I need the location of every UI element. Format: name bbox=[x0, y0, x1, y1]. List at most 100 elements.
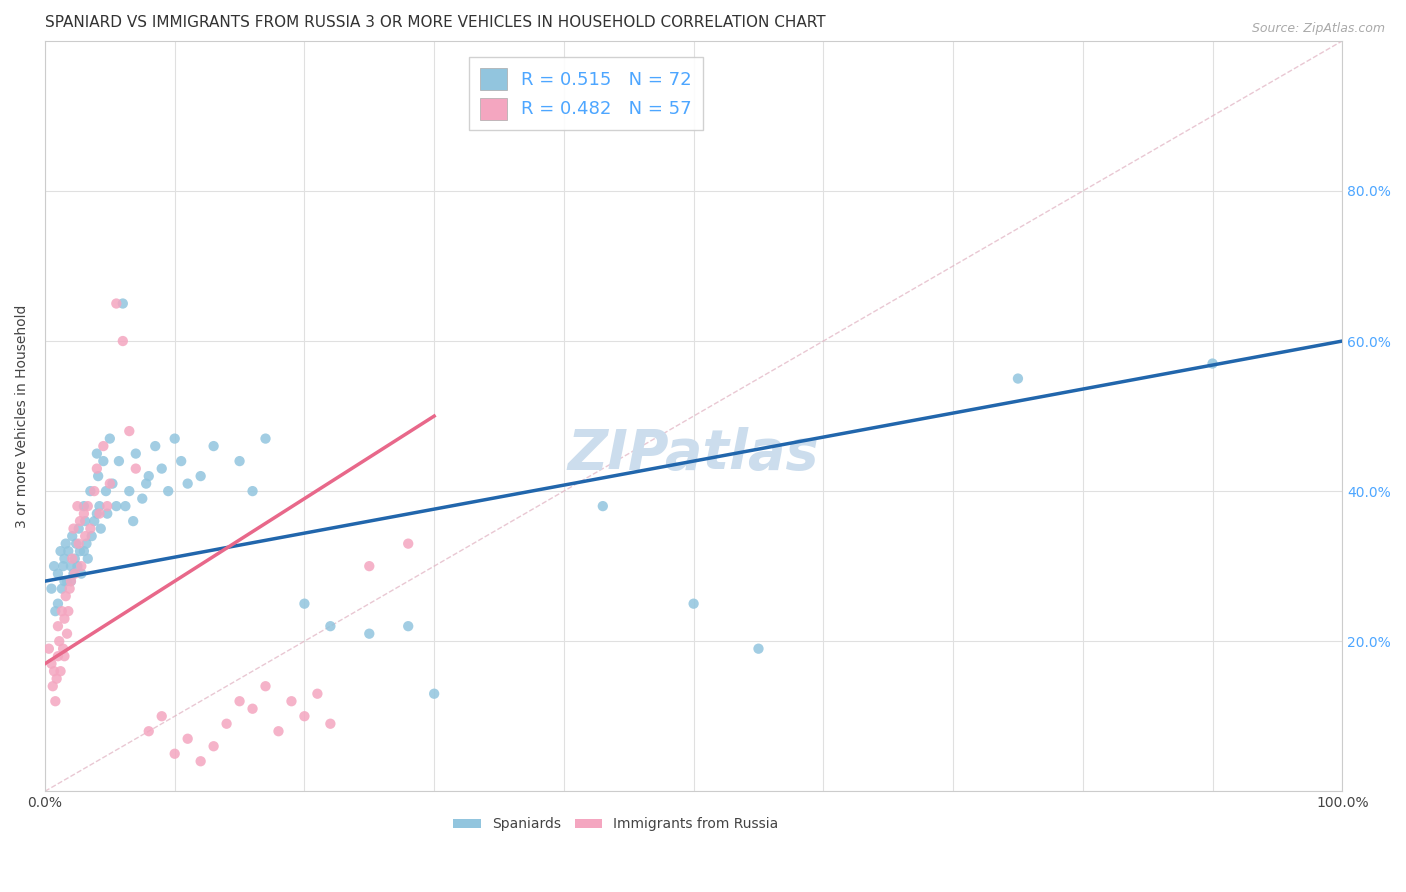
Point bbox=[87, 469, 110, 483]
Point bbox=[118, 424, 141, 438]
Point bbox=[215, 716, 238, 731]
Point bbox=[150, 709, 173, 723]
Point bbox=[143, 439, 166, 453]
Point bbox=[118, 484, 141, 499]
Point bbox=[176, 476, 198, 491]
Text: SPANIARD VS IMMIGRANTS FROM RUSSIA 3 OR MORE VEHICLES IN HOUSEHOLD CORRELATION C: SPANIARD VS IMMIGRANTS FROM RUSSIA 3 OR … bbox=[45, 15, 825, 30]
Point bbox=[76, 551, 98, 566]
Point bbox=[62, 566, 84, 581]
Point bbox=[69, 514, 91, 528]
Text: Source: ZipAtlas.com: Source: ZipAtlas.com bbox=[1251, 22, 1385, 36]
Point bbox=[1007, 371, 1029, 385]
Point bbox=[79, 484, 101, 499]
Point bbox=[66, 559, 89, 574]
Point bbox=[59, 582, 82, 596]
Point bbox=[242, 702, 264, 716]
Point bbox=[52, 559, 75, 574]
Point bbox=[60, 551, 83, 566]
Y-axis label: 3 or more Vehicles in Household: 3 or more Vehicles in Household bbox=[15, 304, 30, 528]
Point bbox=[70, 566, 93, 581]
Point bbox=[46, 619, 69, 633]
Point bbox=[89, 507, 111, 521]
Point bbox=[228, 454, 250, 468]
Point bbox=[105, 296, 128, 310]
Point bbox=[59, 559, 82, 574]
Point bbox=[176, 731, 198, 746]
Point bbox=[86, 447, 108, 461]
Point bbox=[114, 499, 136, 513]
Point bbox=[46, 597, 69, 611]
Point bbox=[86, 507, 108, 521]
Point bbox=[163, 747, 186, 761]
Point bbox=[592, 499, 614, 513]
Point bbox=[86, 461, 108, 475]
Point bbox=[157, 484, 180, 499]
Point bbox=[73, 544, 96, 558]
Point bbox=[96, 499, 118, 513]
Point bbox=[53, 551, 76, 566]
Point bbox=[83, 484, 105, 499]
Point bbox=[98, 432, 121, 446]
Point bbox=[42, 664, 65, 678]
Point bbox=[41, 582, 63, 596]
Point bbox=[44, 604, 66, 618]
Point bbox=[294, 709, 316, 723]
Point bbox=[396, 536, 419, 550]
Point bbox=[111, 296, 134, 310]
Point bbox=[56, 574, 79, 589]
Point bbox=[319, 716, 342, 731]
Point bbox=[125, 461, 148, 475]
Point bbox=[105, 499, 128, 513]
Point bbox=[51, 582, 73, 596]
Point bbox=[56, 626, 79, 640]
Point bbox=[90, 522, 112, 536]
Point bbox=[53, 612, 76, 626]
Point bbox=[46, 566, 69, 581]
Point bbox=[41, 657, 63, 671]
Point bbox=[294, 597, 316, 611]
Point bbox=[319, 619, 342, 633]
Point bbox=[190, 754, 212, 768]
Point bbox=[682, 597, 704, 611]
Point bbox=[1201, 357, 1223, 371]
Point bbox=[747, 641, 769, 656]
Point bbox=[135, 476, 157, 491]
Point bbox=[55, 589, 77, 603]
Point bbox=[93, 454, 115, 468]
Point bbox=[89, 499, 111, 513]
Point bbox=[93, 439, 115, 453]
Point bbox=[150, 461, 173, 475]
Point bbox=[138, 469, 160, 483]
Point bbox=[66, 499, 89, 513]
Point bbox=[202, 739, 225, 754]
Point bbox=[75, 514, 97, 528]
Point bbox=[79, 522, 101, 536]
Point bbox=[101, 476, 124, 491]
Point bbox=[49, 544, 72, 558]
Point bbox=[67, 536, 90, 550]
Point bbox=[423, 687, 446, 701]
Point bbox=[76, 499, 98, 513]
Point bbox=[98, 476, 121, 491]
Point bbox=[58, 544, 80, 558]
Point bbox=[111, 334, 134, 348]
Point bbox=[58, 604, 80, 618]
Point bbox=[67, 522, 90, 536]
Point bbox=[69, 544, 91, 558]
Point bbox=[163, 432, 186, 446]
Point bbox=[65, 536, 87, 550]
Point bbox=[80, 529, 103, 543]
Point bbox=[307, 687, 329, 701]
Point bbox=[83, 514, 105, 528]
Legend: Spaniards, Immigrants from Russia: Spaniards, Immigrants from Russia bbox=[447, 812, 785, 837]
Point bbox=[46, 649, 69, 664]
Point bbox=[254, 679, 277, 693]
Point bbox=[267, 724, 290, 739]
Point bbox=[242, 484, 264, 499]
Point bbox=[63, 566, 86, 581]
Point bbox=[63, 551, 86, 566]
Point bbox=[49, 664, 72, 678]
Point bbox=[122, 514, 145, 528]
Point bbox=[73, 507, 96, 521]
Point bbox=[396, 619, 419, 633]
